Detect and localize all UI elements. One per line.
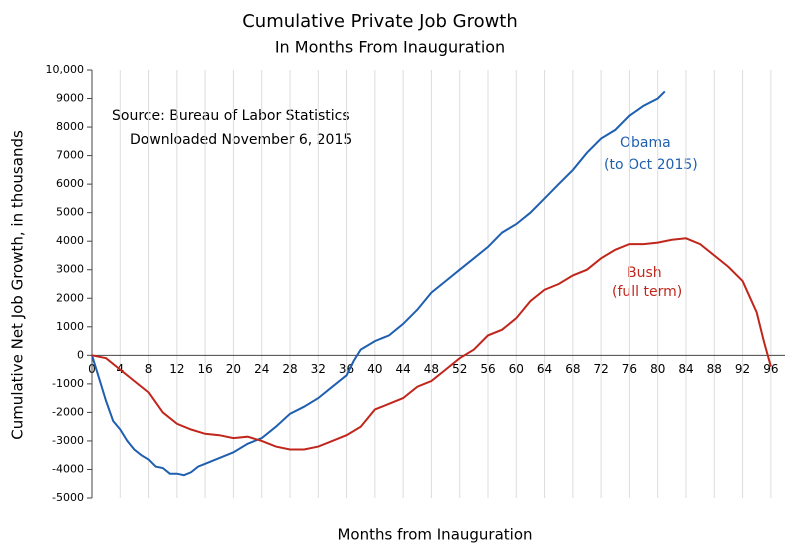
y-tick-label: 1000 — [56, 320, 84, 333]
y-tick-label: 8000 — [56, 120, 84, 133]
annotation: Source: Bureau of Labor Statistics — [112, 108, 350, 124]
series-line — [91, 90, 666, 477]
y-tick-label: 4000 — [56, 234, 84, 247]
x-tick-label: 28 — [282, 362, 297, 376]
annotation: Bush — [627, 265, 662, 281]
x-tick-label: 40 — [367, 362, 382, 376]
plot: 0481216202428323640444852566064687276808… — [46, 63, 785, 504]
chart-subtitle: In Months From Inauguration — [275, 38, 505, 57]
y-tick-label: -3000 — [52, 434, 84, 447]
x-tick-label: 80 — [650, 362, 665, 376]
y-tick-label: 9000 — [56, 92, 84, 105]
x-tick-label: 32 — [311, 362, 326, 376]
y-tick-label: 3000 — [56, 263, 84, 276]
x-tick-label: 56 — [480, 362, 495, 376]
x-tick-label: 76 — [622, 362, 637, 376]
x-tick-label: 48 — [424, 362, 439, 376]
x-tick-label: 88 — [707, 362, 722, 376]
x-tick-label: 84 — [678, 362, 693, 376]
y-tick-label: 10,000 — [46, 63, 85, 76]
y-tick-label: 6000 — [56, 177, 84, 190]
x-tick-label: 60 — [509, 362, 524, 376]
y-tick-label: -5000 — [52, 491, 84, 504]
x-tick-label: 92 — [735, 362, 750, 376]
x-axis-label: Months from Inauguration — [337, 526, 532, 544]
x-tick-label: 68 — [565, 362, 580, 376]
x-tick-label: 16 — [198, 362, 213, 376]
y-tick-label: 7000 — [56, 149, 84, 162]
x-tick-label: 96 — [763, 362, 778, 376]
x-tick-label: 52 — [452, 362, 467, 376]
y-tick-label: 0 — [77, 348, 84, 361]
y-tick-label: -4000 — [52, 462, 84, 475]
chart-title: Cumulative Private Job Growth — [242, 11, 518, 32]
annotation: Obama — [620, 135, 671, 151]
annotation: (full term) — [612, 284, 682, 300]
y-tick-label: -1000 — [52, 377, 84, 390]
y-tick-label: -2000 — [52, 405, 84, 418]
x-tick-label: 8 — [145, 362, 153, 376]
annotation: (to Oct 2015) — [604, 157, 698, 173]
x-tick-label: 24 — [254, 362, 269, 376]
y-tick-label: 2000 — [56, 291, 84, 304]
y-axis-label: Cumulative Net Job Growth, in thousands — [9, 130, 27, 440]
x-tick-label: 72 — [594, 362, 609, 376]
x-tick-label: 20 — [226, 362, 241, 376]
series-line — [91, 237, 772, 451]
x-tick-label: 12 — [169, 362, 184, 376]
annotation: Downloaded November 6, 2015 — [130, 132, 352, 148]
x-tick-label: 64 — [537, 362, 552, 376]
x-tick-label: 44 — [396, 362, 411, 376]
y-tick-label: 5000 — [56, 206, 84, 219]
